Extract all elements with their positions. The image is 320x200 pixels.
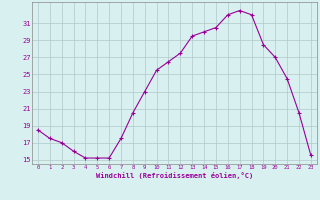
X-axis label: Windchill (Refroidissement éolien,°C): Windchill (Refroidissement éolien,°C) [96, 172, 253, 179]
